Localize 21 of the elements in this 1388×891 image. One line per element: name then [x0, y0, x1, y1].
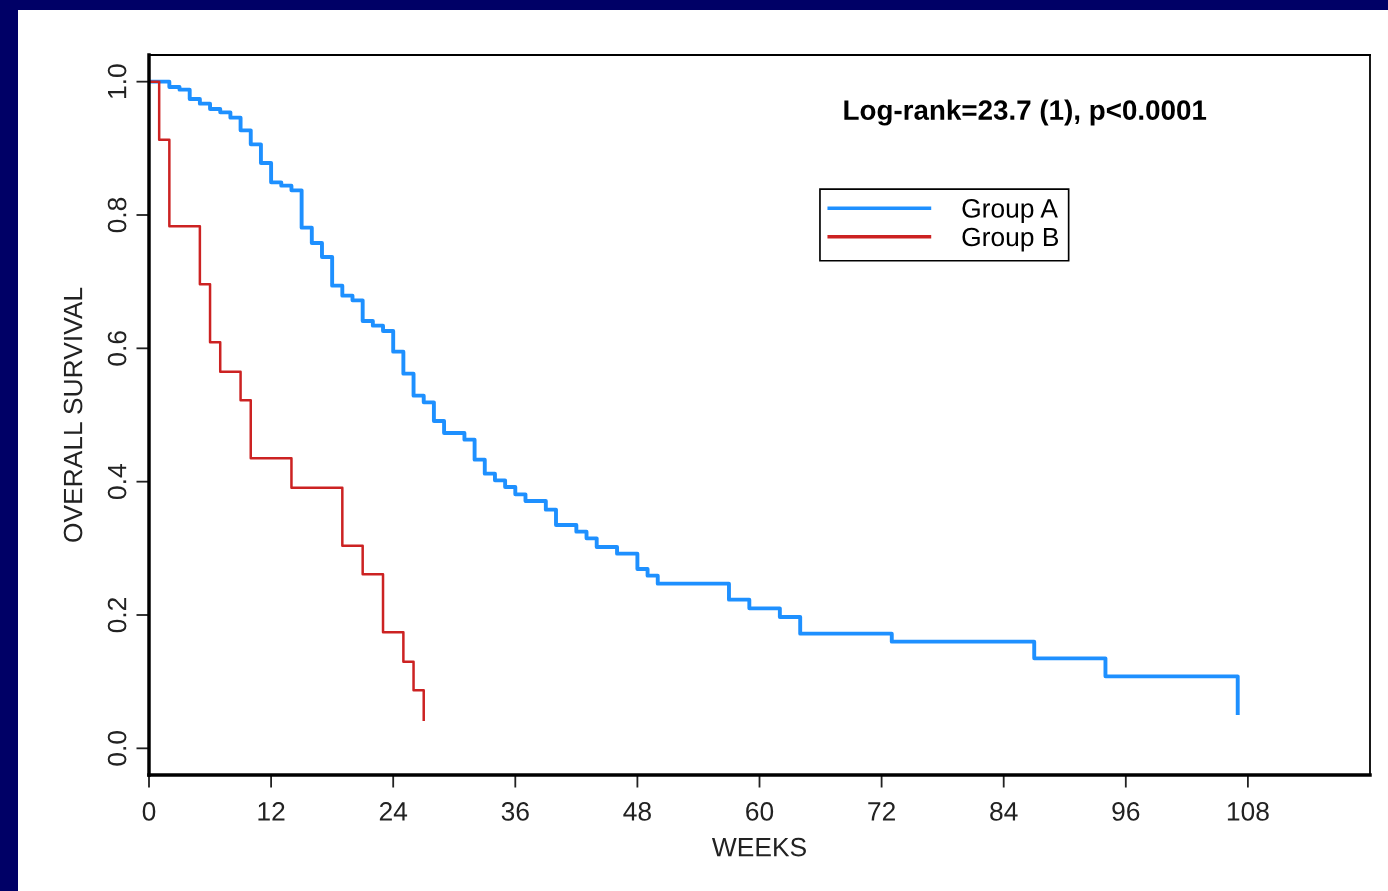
- x-axis-title: WEEKS: [711, 837, 806, 857]
- x-tick-label: 48: [623, 802, 651, 821]
- x-tick-label: 36: [501, 802, 529, 821]
- legend-label: Group A: [962, 199, 1058, 223]
- x-tick-label: 84: [990, 802, 1018, 821]
- y-tick-label: 1.0: [107, 64, 127, 98]
- legend-label: Group B: [962, 227, 1059, 252]
- x-tick-label: 72: [868, 802, 895, 821]
- x-tick-label: 96: [1112, 802, 1140, 821]
- y-tick-label: 0.8: [107, 197, 127, 233]
- x-tick-label: 0: [142, 802, 156, 821]
- x-tick-label: 12: [258, 802, 285, 821]
- y-axis-title: OVERALL SURVIVAL: [63, 287, 83, 542]
- y-tick-label: 0.6: [107, 331, 127, 366]
- annotation: Log-rank=23.7 (1), p<0.0001: [844, 99, 1207, 126]
- y-tick-label: 0.2: [107, 597, 127, 633]
- x-tick-label: 24: [379, 802, 408, 821]
- y-tick-label: 0.4: [107, 464, 127, 499]
- x-tick-label: 108: [1227, 802, 1269, 821]
- y-tick-label: 0.0: [107, 731, 127, 766]
- x-tick-label: 60: [746, 802, 774, 821]
